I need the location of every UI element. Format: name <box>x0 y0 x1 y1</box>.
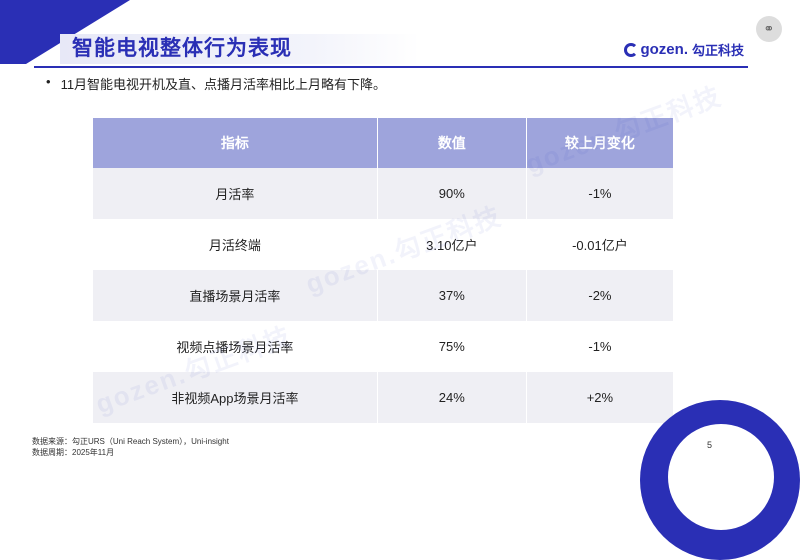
table-row: 直播场景月活率 37% -2% <box>93 270 673 321</box>
header-metric: 指标 <box>93 118 378 168</box>
share-button[interactable]: ⚭ <box>756 16 782 42</box>
page-number: 5 <box>707 440 713 450</box>
cell-value: 37% <box>377 270 527 321</box>
cell-metric: 直播场景月活率 <box>93 270 378 321</box>
corner-arc-inner <box>668 424 774 530</box>
title-background <box>60 34 420 64</box>
table-row: 视频点播场景月活率 75% -1% <box>93 321 673 372</box>
logo-text: gozen. <box>640 41 688 58</box>
cell-metric: 月活率 <box>93 168 378 219</box>
title-bar: 智能电视整体行为表现 gozen. 勾正科技 <box>34 32 748 68</box>
metrics-table: 指标 数值 较上月变化 月活率 90% -1% 月活终端 3.10亿户 -0.0… <box>93 118 673 423</box>
logo-icon <box>624 42 639 57</box>
bullet-icon: • <box>46 74 51 89</box>
logo-cn-text: 勾正科技 <box>691 43 744 58</box>
share-icon: ⚭ <box>763 21 775 36</box>
cell-change: +2% <box>526 372 673 423</box>
cell-change: -0.01亿户 <box>526 219 673 270</box>
source-note: 数据来源：勾正URS（Uni Reach System），Uni-insight… <box>32 436 229 458</box>
cell-value: 3.10亿户 <box>377 219 527 270</box>
cell-change: -1% <box>526 321 673 372</box>
cell-value: 24% <box>377 372 527 423</box>
table-header-row: 指标 数值 较上月变化 <box>93 118 673 168</box>
cell-change: -1% <box>526 168 673 219</box>
cell-metric: 视频点播场景月活率 <box>93 321 378 372</box>
header-change: 较上月变化 <box>526 118 673 168</box>
source-text: 数据来源：勾正URS（Uni Reach System），Uni-insight <box>32 437 229 446</box>
bullet-point: • 11月智能电视开机及直、点播月活率相比上月略有下降。 <box>46 74 386 93</box>
cell-change: -2% <box>526 270 673 321</box>
table-row: 非视频App场景月活率 24% +2% <box>93 372 673 423</box>
cell-value: 90% <box>377 168 527 219</box>
header-value: 数值 <box>377 118 527 168</box>
cell-metric: 月活终端 <box>93 219 378 270</box>
bullet-text: 11月智能电视开机及直、点播月活率相比上月略有下降。 <box>60 77 387 92</box>
cell-value: 75% <box>377 321 527 372</box>
table-row: 月活率 90% -1% <box>93 168 673 219</box>
page-title: 智能电视整体行为表现 <box>72 37 292 60</box>
period-text: 数据周期：2025年11月 <box>32 448 115 457</box>
brand-logo: gozen. 勾正科技 <box>624 40 744 59</box>
cell-metric: 非视频App场景月活率 <box>93 372 378 423</box>
table-row: 月活终端 3.10亿户 -0.01亿户 <box>93 219 673 270</box>
